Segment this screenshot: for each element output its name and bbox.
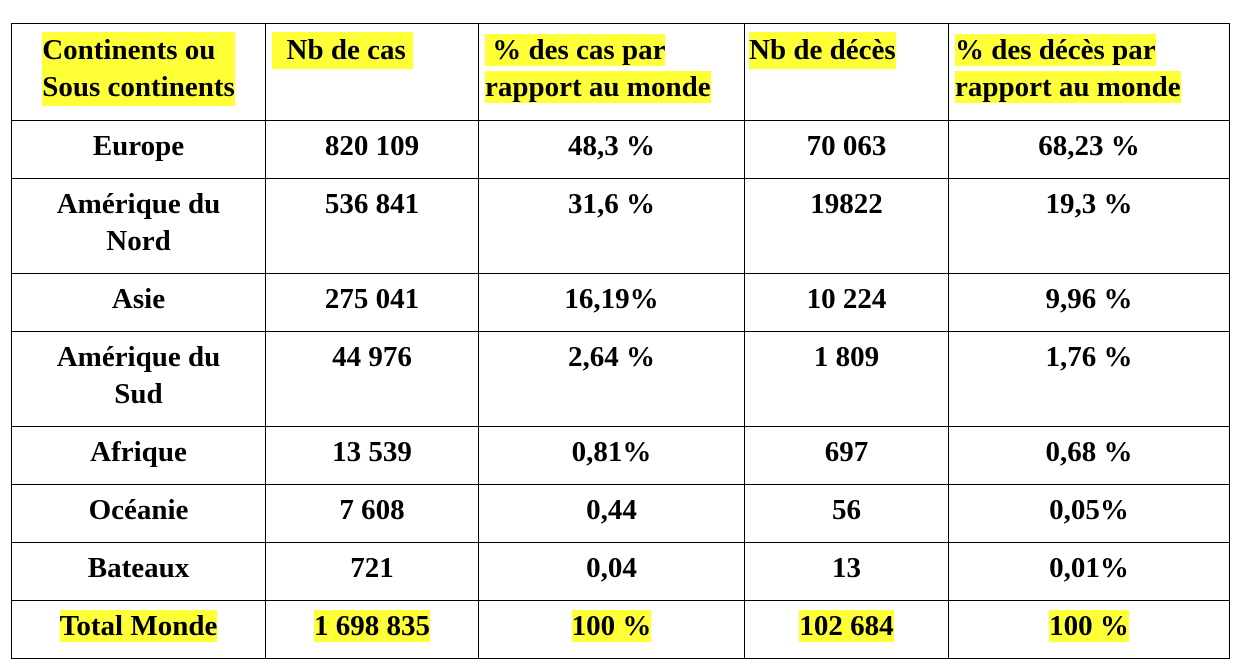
cell-deaths: 10 224 (744, 273, 949, 332)
cell-deaths-pct: 19,3 % (948, 178, 1230, 274)
header-deaths-pct-line: % des décès par (955, 34, 1156, 66)
table-row: Afrique 13 539 0,81% 697 0,68 % (11, 426, 1230, 485)
total-deaths: 102 684 (744, 600, 949, 659)
table-row: Bateaux 721 0,04 13 0,01% (11, 542, 1230, 601)
header-deaths-pct-line: rapport au monde (955, 71, 1181, 103)
header-region: Continents ou Sous continents (11, 23, 266, 121)
header-cases-pct-line: rapport au monde (485, 71, 711, 103)
cell-cases-pct: 2,64 % (478, 331, 745, 427)
cell-region: Amérique du Nord (11, 178, 266, 274)
cell-cases-pct: 0,44 (478, 484, 745, 543)
cell-cases: 820 109 (265, 120, 479, 179)
cell-cases-pct: 0,81% (478, 426, 745, 485)
total-cases-pct: 100 % (478, 600, 745, 659)
table-row: Europe 820 109 48,3 % 70 063 68,23 % (11, 120, 1230, 179)
cell-region: Bateaux (11, 542, 266, 601)
table-row: Océanie 7 608 0,44 56 0,05% (11, 484, 1230, 543)
header-deaths-pct: % des décès par rapport au monde (948, 23, 1230, 121)
cell-cases: 536 841 (265, 178, 479, 274)
header-region-line: Continents ou (42, 34, 216, 66)
cell-cases: 44 976 (265, 331, 479, 427)
cell-deaths-pct: 9,96 % (948, 273, 1230, 332)
cell-cases-pct: 16,19% (478, 273, 745, 332)
header-cases-pct-line: % des cas par (485, 34, 666, 66)
cell-region: Afrique (11, 426, 266, 485)
cell-deaths: 70 063 (744, 120, 949, 179)
header-region-line: Sous continents (42, 71, 235, 103)
header-cases-pct: % des cas par rapport au monde (478, 23, 745, 121)
cell-deaths-pct: 0,68 % (948, 426, 1230, 485)
header-cases-label: Nb de cas (272, 32, 413, 69)
covid-stats-table: Continents ou Sous continents Nb de cas … (11, 23, 1230, 659)
cell-cases: 275 041 (265, 273, 479, 332)
header-deaths: Nb de décès (744, 23, 949, 121)
cell-deaths-pct: 0,01% (948, 542, 1230, 601)
cell-deaths: 1 809 (744, 331, 949, 427)
total-region: Total Monde (11, 600, 266, 659)
cell-cases-pct: 0,04 (478, 542, 745, 601)
table-row: Amérique du Nord 536 841 31,6 % 19822 19… (11, 178, 1230, 274)
cell-region: Océanie (11, 484, 266, 543)
cell-cases: 13 539 (265, 426, 479, 485)
cell-deaths-pct: 1,76 % (948, 331, 1230, 427)
cell-deaths-pct: 68,23 % (948, 120, 1230, 179)
header-cases: Nb de cas (265, 23, 479, 121)
cell-deaths: 19822 (744, 178, 949, 274)
cell-deaths: 697 (744, 426, 949, 485)
cell-region: Europe (11, 120, 266, 179)
cell-deaths: 13 (744, 542, 949, 601)
total-deaths-pct: 100 % (948, 600, 1230, 659)
header-deaths-label: Nb de décès (749, 32, 896, 69)
cell-region: Asie (11, 273, 266, 332)
table-header-row: Continents ou Sous continents Nb de cas … (11, 23, 1230, 121)
cell-region: Amérique du Sud (11, 331, 266, 427)
cell-deaths: 56 (744, 484, 949, 543)
table-row: Amérique du Sud 44 976 2,64 % 1 809 1,76… (11, 331, 1230, 427)
cell-cases: 721 (265, 542, 479, 601)
cell-cases-pct: 48,3 % (478, 120, 745, 179)
table-total-row: Total Monde 1 698 835 100 % 102 684 100 … (11, 600, 1230, 659)
total-cases: 1 698 835 (265, 600, 479, 659)
table-row: Asie 275 041 16,19% 10 224 9,96 % (11, 273, 1230, 332)
cell-deaths-pct: 0,05% (948, 484, 1230, 543)
cell-cases-pct: 31,6 % (478, 178, 745, 274)
cell-cases: 7 608 (265, 484, 479, 543)
